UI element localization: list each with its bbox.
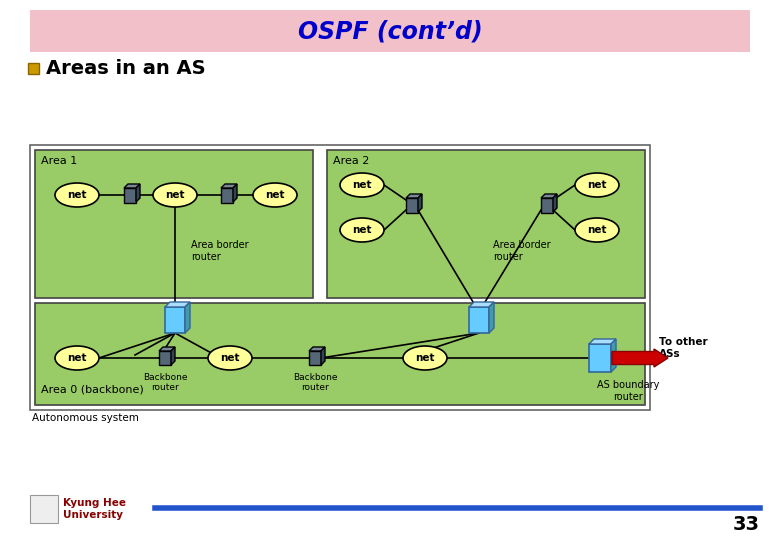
Text: Area 0 (backbone): Area 0 (backbone) [41, 385, 144, 395]
Polygon shape [489, 302, 494, 333]
Text: net: net [67, 190, 87, 200]
Bar [124, 188, 136, 203]
Bar [309, 351, 321, 365]
Polygon shape [418, 194, 422, 212]
Bar [35, 150, 313, 298]
FancyArrow shape [612, 349, 668, 367]
Ellipse shape [575, 173, 619, 197]
Polygon shape [159, 347, 175, 351]
Bar [406, 198, 418, 213]
Text: net: net [220, 353, 239, 363]
Text: Area border
router: Area border router [191, 240, 249, 261]
Polygon shape [589, 339, 616, 344]
Bar [30, 495, 58, 523]
Text: Backbone
router: Backbone router [292, 373, 337, 393]
Bar [30, 10, 750, 52]
Text: net: net [67, 353, 87, 363]
Ellipse shape [153, 183, 197, 207]
Text: 33: 33 [733, 516, 760, 535]
Ellipse shape [55, 346, 99, 370]
Ellipse shape [575, 218, 619, 242]
Text: University: University [63, 510, 123, 520]
Text: AS boundary
router: AS boundary router [597, 380, 659, 402]
Ellipse shape [253, 183, 297, 207]
Text: Area 2: Area 2 [333, 156, 370, 166]
Polygon shape [165, 302, 190, 307]
Text: Autonomous system: Autonomous system [32, 413, 139, 423]
Text: net: net [165, 190, 185, 200]
Polygon shape [233, 184, 237, 202]
Polygon shape [611, 339, 616, 372]
Bar [589, 344, 611, 372]
Text: net: net [353, 180, 372, 190]
Polygon shape [469, 302, 494, 307]
Bar [221, 188, 233, 203]
Text: net: net [265, 190, 285, 200]
Ellipse shape [340, 218, 384, 242]
Polygon shape [309, 347, 325, 351]
Polygon shape [541, 194, 557, 198]
Text: OSPF (cont’d): OSPF (cont’d) [298, 19, 482, 43]
Text: Kyung Hee: Kyung Hee [63, 498, 126, 508]
Polygon shape [136, 184, 140, 202]
Bar [159, 351, 171, 365]
Polygon shape [221, 184, 237, 188]
Bar [35, 303, 645, 405]
Text: net: net [587, 180, 607, 190]
Text: Areas in an AS: Areas in an AS [46, 59, 206, 78]
Text: Area 1: Area 1 [41, 156, 77, 166]
Polygon shape [406, 194, 422, 198]
Bar [327, 150, 645, 298]
Bar [30, 145, 650, 410]
Polygon shape [321, 347, 325, 365]
Polygon shape [185, 302, 190, 333]
Text: net: net [415, 353, 434, 363]
Text: Area border
router: Area border router [493, 240, 551, 261]
Text: To other
ASs: To other ASs [659, 337, 707, 359]
Polygon shape [553, 194, 557, 212]
Polygon shape [171, 347, 175, 365]
Polygon shape [124, 184, 140, 188]
Text: net: net [353, 225, 372, 235]
Ellipse shape [208, 346, 252, 370]
Ellipse shape [340, 173, 384, 197]
Bar [28, 63, 39, 74]
Text: Backbone
router: Backbone router [143, 373, 187, 393]
Bar [165, 307, 185, 333]
Ellipse shape [403, 346, 447, 370]
Ellipse shape [55, 183, 99, 207]
Bar [469, 307, 489, 333]
Bar [541, 198, 553, 213]
Text: net: net [587, 225, 607, 235]
